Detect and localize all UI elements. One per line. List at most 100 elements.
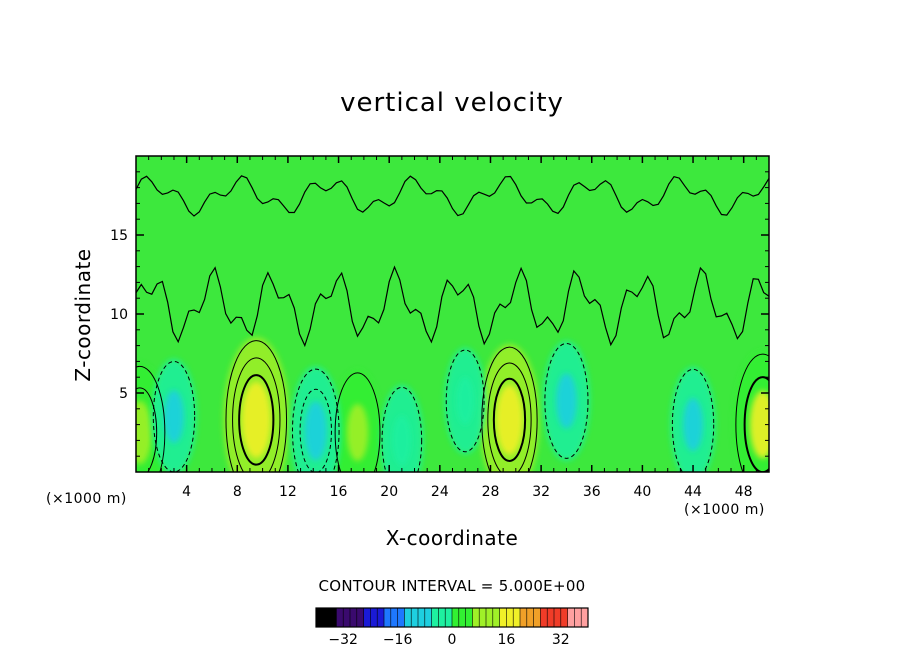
x-tick-label-40: 40 [633, 484, 651, 500]
y-tick-label-15: 15 [110, 228, 128, 244]
x-tick-label-32: 32 [532, 484, 550, 500]
colorbar-segment [574, 608, 582, 627]
colorbar-segment [452, 608, 460, 627]
contour-ring-4-1 [334, 372, 381, 472]
x-tick-label-4: 4 [182, 484, 191, 500]
plot-area [135, 155, 770, 473]
colorbar-segment [350, 608, 358, 627]
colorbar-tick-label-2: 0 [448, 632, 457, 648]
colorbar-segment [363, 608, 371, 627]
y-tick-label-5: 5 [119, 386, 128, 402]
colorbar: −32 −16 0 16 32 [315, 607, 589, 648]
colorbar-segment [465, 608, 473, 627]
colorbar-segment [316, 608, 324, 627]
contour-ring-8-1 [671, 368, 715, 472]
x-tick-label-36: 36 [583, 484, 601, 500]
colorbar-segment [486, 608, 494, 627]
field-core-9 [392, 415, 412, 466]
contour-ring-2-1 [735, 353, 769, 472]
colorbar-segment [411, 608, 419, 627]
colorbar-frame [315, 607, 589, 628]
x-axis: 4 8 12 16 20 24 28 32 36 40 44 48 [148, 156, 757, 500]
colorbar-tick-label-4: 32 [552, 632, 570, 648]
x-unit-label-right: (×1000 m) [684, 502, 765, 518]
contour-ring-1-2 [487, 362, 532, 472]
field-core-7 [556, 373, 577, 429]
contour-interval-text: CONTOUR INTERVAL = 5.000E+00 [318, 577, 586, 595]
colorbar-segment [547, 608, 555, 627]
colorbar-segment [404, 608, 412, 627]
field-core-10 [456, 376, 475, 426]
colorbar-segment [445, 608, 453, 627]
field-core-5 [304, 401, 327, 461]
colorbar-segment [560, 608, 569, 627]
colorbar-segment [329, 608, 337, 627]
y-axis: 5 10 15 [110, 171, 769, 457]
x-tick-label-24: 24 [431, 484, 449, 500]
contour-ring-6-1 [152, 360, 196, 472]
colorbar-segment [499, 608, 507, 627]
x-tick-label-20: 20 [380, 484, 398, 500]
colorbar-segment [356, 608, 365, 627]
y-axis-label: Z-coordinate [71, 248, 95, 382]
x-tick-label-8: 8 [233, 484, 242, 500]
x-tick-label-48: 48 [735, 484, 753, 500]
colorbar-segment [390, 608, 399, 627]
colorbar-segment [533, 608, 541, 627]
field-core-6 [164, 390, 184, 444]
x-tick-label-28: 28 [482, 484, 500, 500]
colorbar-segment [581, 608, 589, 627]
field-core-1 [496, 385, 523, 455]
contour-ring-10-1 [445, 349, 485, 453]
x-axis-label: X-coordinate [385, 526, 519, 550]
colorbar-tick-label-3: 16 [497, 632, 515, 648]
colorbar-segment [567, 608, 575, 627]
colorbar-segment [520, 608, 528, 627]
contour-ring-3-1 [136, 365, 166, 472]
upper-contour-line [136, 175, 769, 217]
colorbar-segment [418, 608, 426, 627]
colorbar-segment [397, 608, 405, 627]
contour-lines [136, 175, 769, 472]
colorbar-segment [513, 608, 521, 627]
colorbar-tick-label-0: −32 [328, 632, 358, 648]
contour-ring-7-1 [544, 342, 589, 459]
contour-ring-5-2 [299, 388, 332, 472]
contour-ring-1-3 [492, 377, 527, 462]
colorbar-segment [506, 608, 514, 627]
colorbar-tick-label-1: −16 [383, 632, 413, 648]
colorbar-segment [384, 608, 392, 627]
colorbar-segment [431, 608, 439, 627]
colorbar-segment [472, 608, 480, 627]
chart-title: vertical velocity [340, 88, 564, 118]
colorbar-segment [458, 608, 467, 627]
x-tick-label-12: 12 [279, 484, 297, 500]
x-tick-label-16: 16 [330, 484, 348, 500]
colorbar-segment [526, 608, 535, 627]
colorbar-segment [424, 608, 433, 627]
contour-ring-9-1 [381, 386, 423, 472]
colorbar-segment [343, 608, 351, 627]
colorbar-segment [438, 608, 446, 627]
field-core-0 [241, 381, 271, 458]
contour-ring-5-1 [291, 368, 340, 472]
contour-ring-0-1 [225, 340, 288, 472]
contour-ring-0-3 [238, 374, 275, 466]
contour-ring-0-2 [232, 357, 281, 472]
field-core-4 [346, 403, 369, 462]
velocity-field [136, 337, 769, 472]
colorbar-segment [479, 608, 487, 627]
x-tick-label-44: 44 [684, 484, 702, 500]
colorbar-segment [377, 608, 385, 627]
zero-contour-line [136, 265, 769, 348]
colorbar-segment [322, 608, 331, 627]
field-core-3 [136, 400, 152, 465]
colorbar-segment [336, 608, 344, 627]
field-core-2 [749, 390, 769, 459]
y-tick-label-10: 10 [110, 307, 128, 323]
contour-ring-2-2 [743, 376, 769, 472]
colorbar-segment [492, 608, 501, 627]
contour-ring-3-2 [136, 387, 158, 472]
colorbar-segment [554, 608, 562, 627]
